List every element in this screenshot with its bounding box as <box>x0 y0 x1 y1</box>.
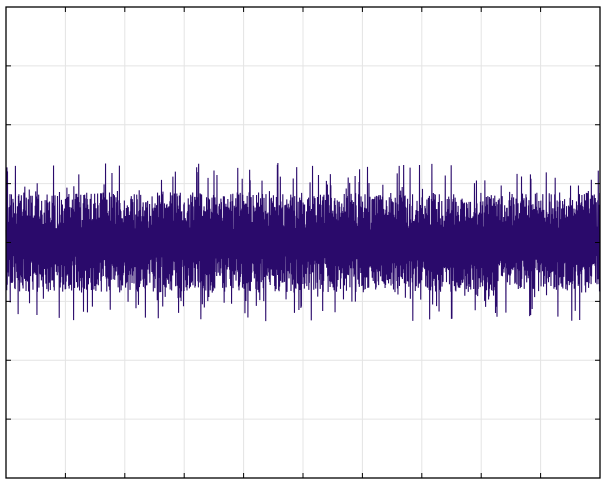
plot-frame <box>5 6 601 479</box>
axis-ticks <box>6 7 600 478</box>
series-layer <box>5 163 601 322</box>
series-line <box>5 163 601 322</box>
